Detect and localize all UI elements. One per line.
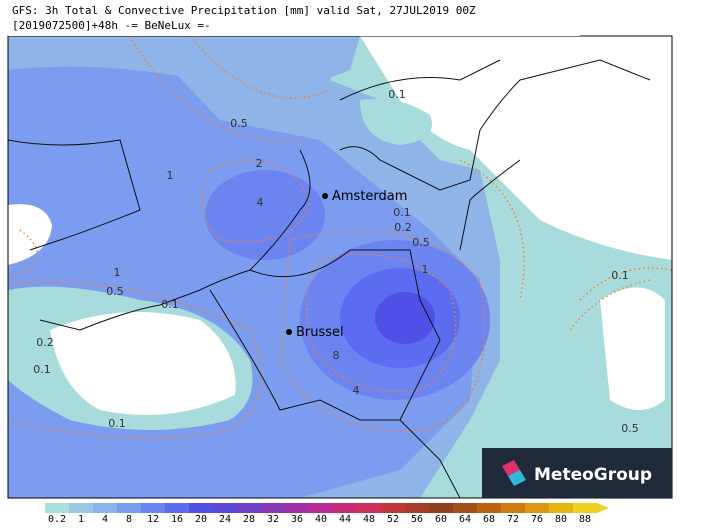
colorbar-swatch — [357, 503, 381, 513]
colorbar-label: 12 — [147, 514, 159, 525]
colorbar-swatch — [93, 503, 117, 513]
colorbar-swatch — [237, 503, 261, 513]
colorbar-label: 8 — [126, 514, 132, 525]
colorbar-label: 24 — [219, 514, 231, 525]
colorbar-swatch — [285, 503, 309, 513]
contour-label: 0.1 — [161, 298, 179, 311]
contour-label: 2 — [256, 157, 263, 170]
colorbar-label: 44 — [339, 514, 351, 525]
colorbar-swatch — [213, 503, 237, 513]
colorbar-swatch — [141, 503, 165, 513]
colorbar-label: 64 — [459, 514, 471, 525]
header-box — [8, 0, 580, 36]
colorbar-label: 52 — [387, 514, 399, 525]
contour-label: 4 — [257, 196, 264, 209]
colorbar-label: 72 — [507, 514, 519, 525]
colorbar-swatch — [333, 503, 357, 513]
header-line: GFS: 3h Total & Convective Precipitation… — [12, 4, 476, 17]
contour-label: 0.1 — [611, 269, 629, 282]
city-dot — [286, 329, 292, 335]
colorbar-swatch — [117, 503, 141, 513]
city-label: Brussel — [296, 325, 344, 340]
contour-label: 0.5 — [621, 422, 639, 435]
precip-field — [8, 36, 672, 498]
colorbar-label: 76 — [531, 514, 543, 525]
colorbar-label: 28 — [243, 514, 255, 525]
colorbar-swatch — [45, 503, 69, 513]
colorbar-label: 68 — [483, 514, 495, 525]
colorbar-swatch — [405, 503, 429, 513]
colorbar-label: 4 — [102, 514, 108, 525]
contour-label: 0.1 — [33, 363, 51, 376]
colorbar-swatch — [429, 503, 453, 513]
colorbar-arrow — [597, 503, 609, 513]
colorbar-swatch — [573, 503, 597, 513]
contour-label: 0.2 — [394, 221, 412, 234]
contour-label: 8 — [333, 349, 340, 362]
contour-label: 0.1 — [108, 417, 126, 430]
colorbar-swatch — [309, 503, 333, 513]
colorbar-label: 80 — [555, 514, 567, 525]
colorbar-label: 40 — [315, 514, 327, 525]
colorbar-swatch — [165, 503, 189, 513]
colorbar-swatch — [549, 503, 573, 513]
contour-label: 0.2 — [36, 336, 54, 349]
contour-label: 1 — [114, 266, 121, 279]
colorbar-swatch — [453, 503, 477, 513]
logo-text: MeteoGroup — [534, 465, 652, 485]
colorbar-swatch — [477, 503, 501, 513]
colorbar: 0.2 1 4 8 12 16 20 24 28 32 36 40 44 48 52 56 60 64 68 72 76… — [45, 503, 609, 525]
contour-label: 1 — [422, 263, 429, 276]
colorbar-label: 32 — [267, 514, 279, 525]
colorbar-label: 88 — [579, 514, 591, 525]
header-line: [2019072500]+48h -= BeNeLux =- — [12, 19, 211, 32]
colorbar-label: 1 — [78, 514, 84, 525]
colorbar-swatch — [189, 503, 213, 513]
contour-label: 1 — [167, 169, 174, 182]
colorbar-label: 16 — [171, 514, 183, 525]
colorbar-label: 48 — [363, 514, 375, 525]
contour-label: 0.1 — [388, 88, 406, 101]
contour-labels: 0.10.51240.10.20.5110.50.10.20.1840.10.1… — [33, 88, 639, 435]
colorbar-label: 56 — [411, 514, 423, 525]
colorbar-label: 20 — [195, 514, 207, 525]
contour-label: 0.5 — [412, 236, 430, 249]
city-label: Amsterdam — [332, 189, 407, 204]
contour-label: 0.5 — [106, 285, 124, 298]
colorbar-label: 36 — [291, 514, 303, 525]
colorbar-swatch — [381, 503, 405, 513]
colorbar-label: 60 — [435, 514, 447, 525]
colorbar-label: 0.2 — [48, 514, 66, 525]
city-dot — [322, 193, 328, 199]
contour-label: 0.5 — [230, 117, 248, 130]
colorbar-swatch — [501, 503, 525, 513]
colorbar-swatch — [525, 503, 549, 513]
contour-label: 0.1 — [393, 206, 411, 219]
logo-icon — [502, 460, 526, 486]
contour-label: 4 — [353, 384, 360, 397]
colorbar-swatch — [261, 503, 285, 513]
colorbar-swatch — [69, 503, 93, 513]
